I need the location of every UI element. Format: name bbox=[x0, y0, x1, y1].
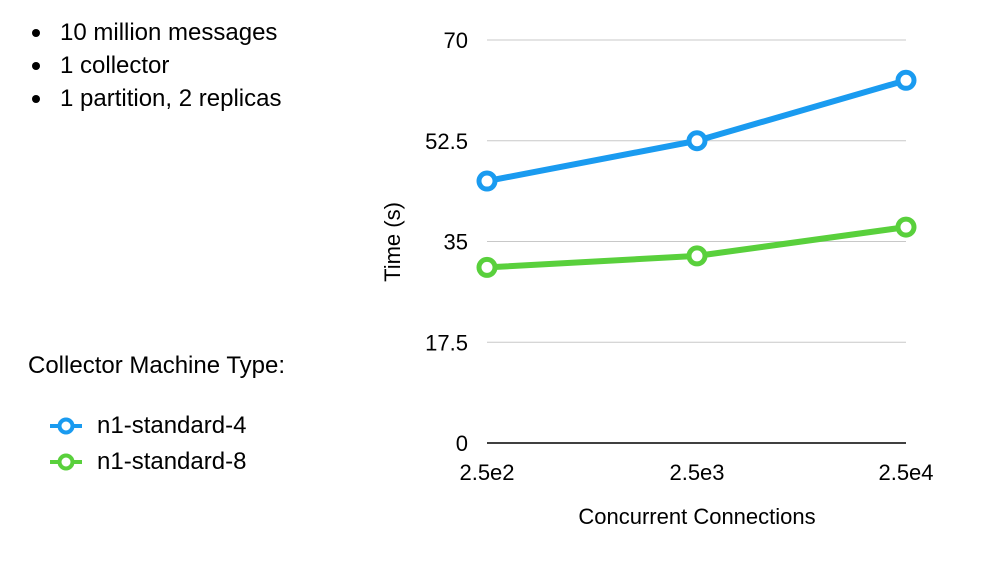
y-tick-label: 70 bbox=[444, 28, 468, 53]
notes-list: 10 million messages 1 collector 1 partit… bbox=[28, 16, 281, 115]
legend-item-n1-standard-8: n1-standard-8 bbox=[50, 446, 246, 478]
x-axis-title: Concurrent Connections bbox=[578, 504, 815, 529]
data-point bbox=[895, 216, 917, 238]
x-tick-label: 2.5e3 bbox=[669, 460, 724, 485]
note-item: 1 collector bbox=[28, 49, 281, 82]
note-item: 10 million messages bbox=[28, 16, 281, 49]
legend-title: Collector Machine Type: bbox=[28, 352, 286, 379]
legend-item-n1-standard-4: n1-standard-4 bbox=[50, 410, 246, 442]
x-tick-label: 2.5e4 bbox=[878, 460, 933, 485]
legend-label: n1-standard-4 bbox=[97, 412, 247, 439]
data-point bbox=[895, 69, 917, 91]
y-axis-title: Time (s) bbox=[380, 202, 405, 282]
note-item: 1 partition, 2 replicas bbox=[28, 82, 281, 115]
data-point bbox=[476, 256, 498, 278]
legend-marker-icon bbox=[50, 417, 82, 435]
y-tick-label: 0 bbox=[456, 431, 468, 456]
data-point bbox=[686, 245, 708, 267]
legend-label: n1-standard-8 bbox=[97, 448, 247, 475]
x-tick-label: 2.5e2 bbox=[459, 460, 514, 485]
legend-marker-icon bbox=[50, 453, 82, 471]
y-tick-label: 35 bbox=[444, 230, 468, 255]
data-point bbox=[476, 170, 498, 192]
data-point bbox=[686, 130, 708, 152]
y-tick-label: 17.5 bbox=[425, 330, 468, 355]
y-tick-label: 52.5 bbox=[425, 129, 468, 154]
